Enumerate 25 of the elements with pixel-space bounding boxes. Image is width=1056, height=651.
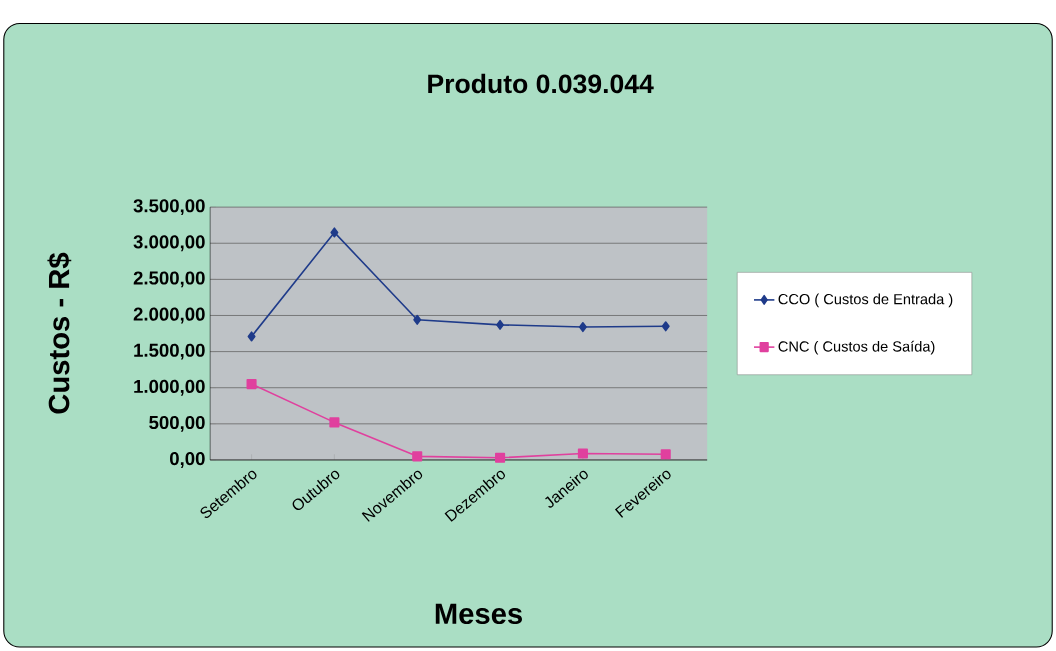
chart-title: Produto 0.039.044 bbox=[428, 73, 654, 94]
y-tick-label: 500,00 bbox=[149, 415, 205, 432]
point bbox=[495, 452, 506, 463]
point bbox=[246, 379, 257, 390]
point bbox=[330, 227, 339, 238]
y-axis-title: Custos - R$ bbox=[47, 252, 72, 414]
y-tick-label: 1.000,00 bbox=[134, 379, 205, 396]
y-tick-label: 1.500,00 bbox=[134, 343, 205, 360]
y-tick-label: 0,00 bbox=[169, 452, 205, 468]
point bbox=[660, 449, 671, 460]
legend-label: CCO ( Custos de Entrada ) bbox=[778, 293, 953, 308]
legend-label: CNC ( Custos de Saída) bbox=[778, 340, 935, 355]
point bbox=[412, 451, 423, 462]
y-tick-label: 2.500,00 bbox=[133, 271, 205, 288]
point bbox=[577, 448, 588, 459]
point bbox=[329, 417, 340, 428]
y-tick-label: 2.000,00 bbox=[133, 307, 205, 324]
point bbox=[496, 319, 505, 330]
point bbox=[661, 321, 670, 332]
y-tick-label: 3.000,00 bbox=[133, 235, 205, 252]
y-tick-label: 3.500,00 bbox=[133, 199, 205, 216]
point bbox=[247, 331, 256, 342]
point bbox=[413, 314, 422, 325]
x-axis-title: Meses bbox=[435, 603, 522, 625]
point bbox=[578, 322, 587, 333]
